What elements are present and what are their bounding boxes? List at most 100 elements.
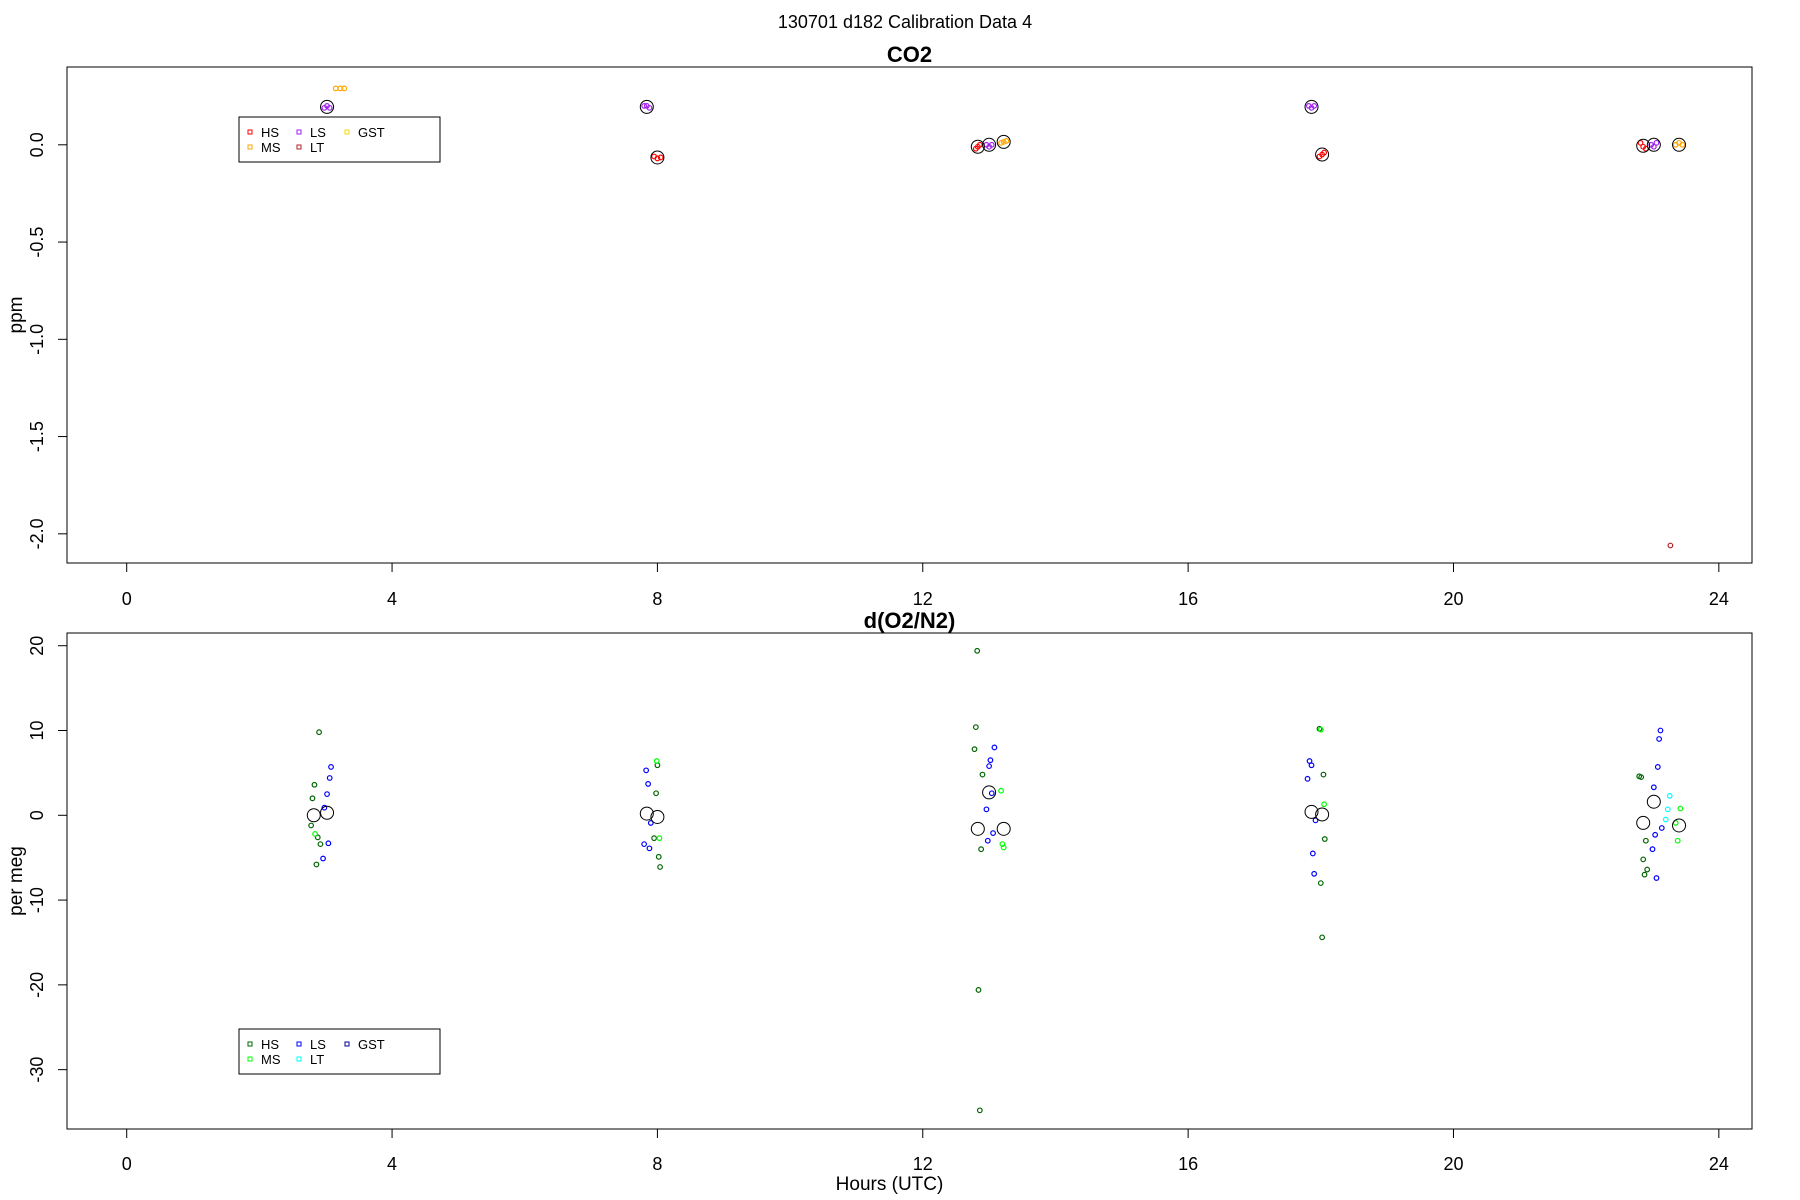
series-ms (312, 726, 1684, 851)
data-point (646, 104, 653, 111)
data-point (1637, 139, 1644, 146)
data-point (316, 729, 322, 736)
y-tick-label: 0 (27, 810, 47, 820)
data-point (1642, 837, 1649, 844)
figure-title: 130701 d182 Calibration Data 4 (778, 12, 1032, 32)
data-point (654, 155, 661, 162)
data-point (1657, 727, 1664, 734)
data-point (1003, 138, 1010, 144)
data-point (655, 853, 662, 860)
mean-marker (1304, 99, 1319, 114)
mean-markers (320, 99, 1687, 165)
data-point (1649, 846, 1656, 853)
x-tick-label: 0 (122, 589, 132, 609)
legend-box (238, 1028, 441, 1075)
data-point (976, 1107, 983, 1114)
data-point (988, 141, 995, 148)
data-point (326, 104, 333, 111)
data-point (1656, 736, 1663, 742)
legend-item-ms: MS (247, 140, 281, 155)
data-point (1320, 771, 1327, 778)
legend-item-lt: LT (296, 140, 324, 155)
data-point (657, 154, 664, 161)
data-point (1000, 844, 1007, 851)
mean-marker (1304, 804, 1319, 819)
data-point (975, 987, 982, 993)
data-point (341, 85, 348, 92)
data-point (1311, 103, 1318, 109)
data-point (313, 861, 320, 868)
data-point (1679, 141, 1686, 148)
data-point (1652, 831, 1659, 838)
y-axis-label: ppm (6, 297, 27, 334)
x-tick-label: 24 (1709, 589, 1729, 609)
x-tick-label: 16 (1178, 589, 1198, 609)
data-point (1644, 866, 1651, 873)
legend-marker (296, 1041, 302, 1047)
legend-item-gst: GST (344, 1037, 385, 1052)
data-point (1653, 875, 1660, 881)
data-point (1321, 801, 1328, 808)
data-point (1638, 774, 1645, 781)
data-point (321, 804, 328, 811)
data-point (309, 795, 316, 802)
mean-marker (1672, 137, 1687, 152)
data-point (988, 790, 995, 797)
series-lt (1667, 542, 1674, 549)
mean-markers (306, 785, 1687, 836)
data-point (999, 841, 1006, 848)
data-point (979, 771, 986, 778)
y-tick-label: -1.0 (27, 324, 47, 355)
x-axis-label: Hours (UTC) (836, 1174, 944, 1195)
x-tick-label: 0 (122, 1154, 132, 1174)
x-tick-label: 16 (1178, 1154, 1198, 1174)
data-point (337, 85, 344, 92)
data-point (324, 791, 330, 797)
series-hs (651, 139, 1649, 162)
data-point (978, 846, 985, 853)
legend-marker (247, 144, 253, 150)
legend-item-lt: LT (296, 1052, 324, 1067)
y-tick-label: 10 (27, 720, 47, 740)
legend-box (238, 116, 441, 163)
legend-marker (344, 129, 350, 135)
x-tick-label: 4 (387, 1154, 397, 1174)
data-point (1000, 138, 1007, 145)
data-point (998, 139, 1004, 146)
data-point (984, 837, 991, 844)
mean-marker (1636, 138, 1651, 153)
data-point (651, 835, 657, 842)
mean-marker (1672, 818, 1687, 833)
mean-marker (320, 805, 335, 820)
data-point (645, 781, 652, 787)
series-ls (320, 727, 1665, 881)
data-point (1653, 139, 1660, 146)
x-tick-label: 24 (1709, 1154, 1729, 1174)
data-point (332, 85, 339, 92)
mean-marker (1646, 137, 1661, 152)
data-point (1650, 784, 1657, 791)
legend-marker (296, 1056, 302, 1062)
data-point (1321, 149, 1328, 156)
legend-item-hs: HS (247, 125, 279, 140)
y-axis-label: per meg (6, 846, 27, 916)
mean-marker (639, 99, 654, 114)
data-point (328, 764, 334, 770)
series-ls (321, 103, 1660, 150)
mean-marker (306, 808, 321, 823)
y-tick-label: 20 (27, 636, 47, 656)
legend: HS LS GST MS LT (238, 116, 441, 163)
data-point (1664, 806, 1671, 813)
data-point (1308, 762, 1315, 769)
data-point (987, 757, 994, 764)
legend-label: GST (358, 125, 385, 140)
mean-marker (996, 134, 1011, 149)
legend: HS LS GST MS LT (238, 1028, 441, 1075)
data-point (983, 806, 990, 813)
data-point (1658, 825, 1665, 831)
data-point (974, 647, 981, 654)
legend-label: LT (310, 1052, 324, 1067)
x-tick-label: 20 (1443, 1154, 1463, 1174)
legend-label: GST (358, 1037, 385, 1052)
data-point (312, 831, 319, 837)
